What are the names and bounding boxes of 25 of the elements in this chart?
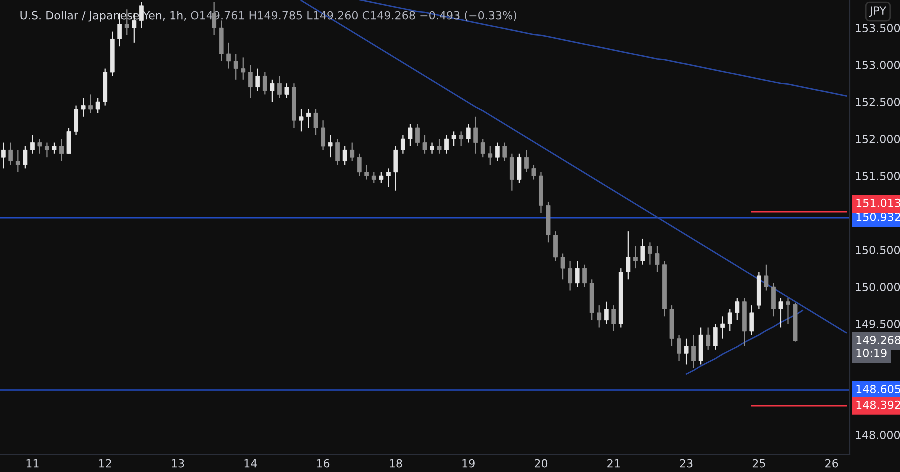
text: 148.392 xyxy=(856,400,900,410)
x-tick-label: 11 xyxy=(26,460,39,468)
ref-line-label: 150.932 xyxy=(856,212,900,222)
x-tick-label: 14 xyxy=(244,460,258,468)
x-tick-label: 18 xyxy=(390,459,402,468)
x-tick-label: 26 xyxy=(826,459,838,468)
y-tick-label: 149.500 xyxy=(856,320,900,328)
x-tick-label: 25 xyxy=(752,459,766,468)
y-tick-label: 150.500 xyxy=(856,246,900,254)
x-tick-label: 12 xyxy=(99,459,112,468)
y-tick-label: 153.500 xyxy=(856,24,900,32)
y-tick-label: 152.500 xyxy=(856,98,900,106)
y-tick-label: 152.000 xyxy=(856,135,900,144)
x-tick-label: 20 xyxy=(534,459,548,468)
y-tick-label: 151.500 xyxy=(856,172,900,180)
x-tick-label: 23 xyxy=(680,459,693,468)
text: 10:19 xyxy=(856,349,887,358)
y-tick-label: 153.000 xyxy=(856,61,900,70)
y-tick-label: 150.000 xyxy=(856,283,900,292)
x-tick-label: 13 xyxy=(172,459,184,468)
x-tick-label: 16 xyxy=(317,459,330,468)
text: JPY xyxy=(869,6,887,18)
x-tick-label: 19 xyxy=(462,459,475,468)
x-tick-label: 21 xyxy=(608,459,620,468)
y-tick-label: 148.000 xyxy=(856,431,900,440)
